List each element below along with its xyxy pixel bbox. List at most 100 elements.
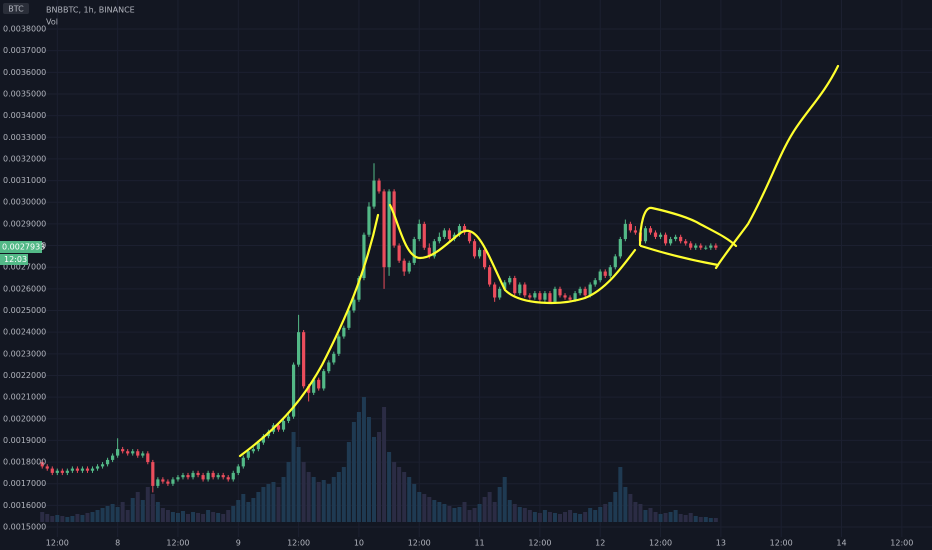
flag-annotation: [638, 64, 840, 270]
x-tick-label: 12:00: [890, 539, 913, 548]
candle-body: [191, 472, 195, 478]
countdown-label: 12:03: [4, 255, 27, 264]
candle-body: [618, 239, 622, 257]
candle-body: [407, 262, 411, 272]
candle-body: [357, 278, 361, 300]
candle-body: [141, 453, 145, 456]
candle-body: [427, 247, 431, 257]
volume-bar: [191, 512, 196, 522]
volume-bar: [301, 462, 306, 522]
volume-bar: [507, 500, 512, 522]
candle-body: [181, 475, 185, 478]
candle-body: [523, 284, 527, 296]
candle-body: [50, 468, 54, 473]
volume-bar: [432, 500, 437, 522]
volume-bar: [417, 492, 422, 522]
candle-body: [457, 226, 462, 235]
drawing-annotation: [238, 203, 637, 458]
volume-bar: [517, 507, 522, 522]
candle-body: [568, 297, 572, 300]
volume-bar: [296, 447, 301, 522]
volume-bar: [65, 517, 70, 522]
candle-body: [608, 267, 612, 276]
volume-bar: [442, 504, 447, 522]
candle-body: [573, 293, 577, 300]
volume-bar: [532, 512, 537, 522]
candle-body: [307, 386, 311, 393]
volume-bar: [186, 514, 191, 522]
volume-bar: [271, 482, 276, 522]
volume-bar: [422, 494, 427, 522]
volume-bar: [361, 397, 366, 522]
candle-body: [442, 230, 446, 237]
y-tick-label: 0.0037000: [3, 46, 46, 55]
volume-bar: [618, 467, 623, 522]
volume-bar: [613, 492, 618, 522]
candle-body: [653, 232, 658, 237]
candle-body: [467, 232, 472, 242]
volume-bar: [563, 512, 568, 522]
candle-body: [241, 457, 245, 467]
countdown-tag: [0, 253, 28, 265]
volume-bar: [392, 462, 397, 522]
candle-body: [136, 451, 140, 456]
volume-bar: [487, 492, 492, 522]
candle-body: [286, 416, 291, 421]
candle-body: [472, 241, 477, 257]
volume-bar: [55, 515, 60, 522]
candle-body: [668, 239, 673, 244]
candle-body: [583, 288, 587, 296]
chart-title: BNBBTC, 1h, BINANCE: [46, 6, 135, 15]
candle-body: [477, 249, 482, 257]
volume-bar: [663, 513, 668, 522]
candle-body: [643, 228, 648, 242]
volume-bar: [568, 510, 573, 522]
volume-bar: [150, 494, 155, 522]
candle-body: [447, 230, 452, 240]
x-tick-label: 12:00: [46, 539, 69, 548]
volume-bar: [291, 432, 296, 522]
candle-body: [121, 449, 125, 452]
y-tick-label: 0.0030000: [3, 198, 46, 207]
y-tick-label: 0.0019000: [3, 436, 46, 445]
volume-bar: [246, 502, 251, 522]
x-tick-label: 12:00: [649, 539, 672, 548]
candle-body: [322, 371, 326, 389]
volume-bar: [175, 513, 180, 522]
y-tick-label: 0.0026000: [3, 284, 46, 293]
candle-body: [362, 234, 366, 279]
candle-body: [45, 466, 49, 469]
candle-body: [392, 191, 396, 246]
candle-body: [95, 466, 100, 469]
last-price-label: 0.0027933: [2, 242, 45, 251]
y-tick-label: 0.0025000: [3, 306, 46, 315]
volume-bar: [70, 516, 75, 522]
candle-body: [65, 470, 69, 473]
candle-body: [397, 245, 401, 261]
volume-bar: [537, 513, 542, 522]
candle-body: [437, 236, 441, 242]
candle-body: [578, 288, 582, 294]
candle-body: [251, 449, 255, 452]
volume-bar: [402, 472, 407, 522]
volume-bar: [211, 512, 216, 522]
candle-body: [70, 468, 74, 471]
y-tick-label: 0.0023000: [3, 349, 46, 358]
volume-bar: [321, 480, 326, 522]
volume-bar: [467, 510, 472, 522]
volume-bar: [316, 482, 321, 522]
y-tick-label: 0.0032000: [3, 154, 46, 163]
candle-body: [332, 353, 336, 363]
volume-bar: [552, 513, 557, 522]
volume-bar: [673, 510, 678, 522]
candle-body: [658, 234, 663, 237]
volume-bar: [623, 487, 628, 522]
candle-body: [382, 191, 386, 268]
candle-body: [116, 449, 120, 456]
y-tick-label: 0.0017000: [3, 479, 46, 488]
volume-bar: [412, 484, 417, 522]
candle-body: [432, 241, 436, 257]
volume-bar: [407, 477, 412, 522]
x-tick-label: 12:00: [528, 539, 551, 548]
